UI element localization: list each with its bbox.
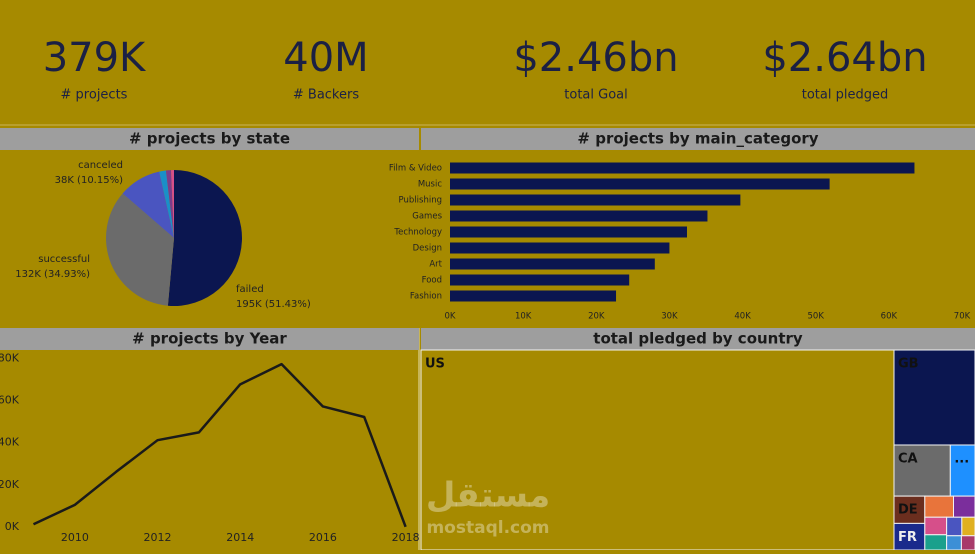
kpi-label: total pledged [802,88,888,103]
pie-label-value: 195K (51.43%) [236,299,311,310]
treemap-cell [924,516,948,536]
y-tick-label: 20K [0,478,20,491]
x-tick-label: 70K [954,312,971,322]
treemap-cell [924,534,948,551]
bar [450,258,655,270]
x-tick-label: 40K [734,312,751,322]
bar [450,290,617,302]
pie-slice [122,171,174,238]
kpi-value: 379K [43,35,147,81]
treemap-cell [924,495,954,518]
y-tick-label: 60K [0,394,20,407]
pie-label-value: 132K (34.93%) [15,269,90,280]
kpi-value: $2.64bn [762,35,927,81]
category-label: Music [418,180,443,190]
x-tick-label: 60K [881,312,898,322]
y-tick-label: 80K [0,351,20,364]
category-label: Film & Video [389,164,442,174]
x-tick-label: 20K [588,312,605,322]
chart-title: # projects by Year [132,330,287,348]
category-label: Technology [393,228,442,238]
treemap-label: CA [898,451,918,466]
title-bar [0,128,419,150]
bar [450,178,830,190]
pie-slice [171,170,174,238]
x-tick-label: 2014 [226,531,254,544]
treemap-cell [949,444,975,497]
treemap-label: US [425,357,445,372]
treemap-cell [946,535,962,551]
pie-label-name: canceled [78,160,123,171]
bar [450,274,630,286]
kpi-label: # Backers [293,88,359,103]
category-label: Publishing [399,196,442,206]
bar [450,194,741,206]
watermark: مستقل [426,476,550,516]
category-label: Games [412,212,442,222]
treemap-label: GB [898,357,919,372]
kpi-value: 40M [283,35,368,81]
pie-slice [105,193,174,306]
x-tick-label: 2016 [309,531,337,544]
watermark: mostaql.com [426,518,549,538]
pie-slice [165,170,174,238]
kpi-value: $2.46bn [513,35,678,81]
x-tick-label: 50K [808,312,825,322]
title-bar [421,128,975,150]
x-tick-label: 30K [661,312,678,322]
bar [450,242,670,254]
category-label: Food [422,276,442,286]
pie-slice [167,170,242,306]
title-bar [421,328,975,350]
pie-slice [159,170,174,238]
chart-title: # projects by state [129,130,290,148]
kpi-label: total Goal [564,88,627,103]
bar [450,210,708,222]
kpi-label: # projects [61,88,128,103]
treemap-cell [946,516,963,537]
chart-title: # projects by main_category [577,130,818,148]
x-tick-label: 2018 [392,531,420,544]
pie-label-name: successful [38,254,90,265]
bar [450,226,687,238]
treemap-cell [961,516,975,537]
x-tick-label: 0K [445,312,456,322]
category-label: Design [413,244,442,254]
category-label: Fashion [410,292,442,302]
title-bar [0,328,419,350]
y-tick-label: 0K [5,520,20,533]
treemap-cell [952,495,975,518]
x-tick-label: 2012 [144,531,172,544]
pie-label-value: 38K (10.15%) [55,175,123,186]
chart-title: total pledged by country [593,330,803,348]
pie-label-name: failed [236,284,264,295]
treemap-cell [960,535,975,551]
x-tick-label: 2010 [61,531,89,544]
line [32,362,407,528]
y-tick-label: 40K [0,436,20,449]
treemap-label: ... [954,451,969,466]
x-tick-label: 10K [515,312,532,322]
bar [450,162,915,174]
treemap-label: FR [898,530,917,545]
treemap-label: DE [898,503,918,518]
category-label: Art [429,260,442,270]
